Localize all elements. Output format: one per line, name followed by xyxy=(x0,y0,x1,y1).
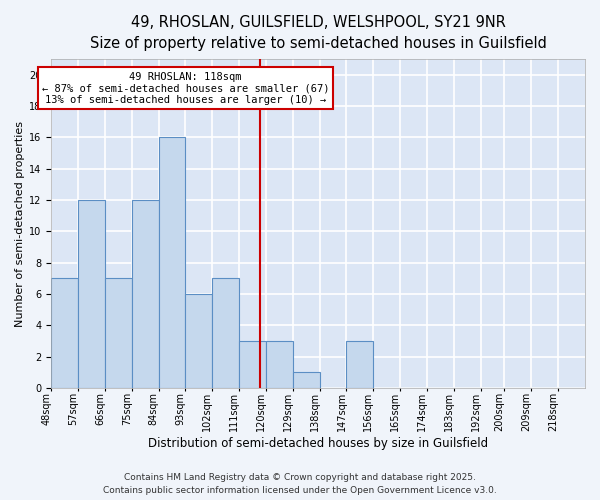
Text: 49 RHOSLAN: 118sqm
← 87% of semi-detached houses are smaller (67)
13% of semi-de: 49 RHOSLAN: 118sqm ← 87% of semi-detache… xyxy=(41,72,329,105)
Bar xyxy=(346,341,373,388)
Bar xyxy=(266,341,293,388)
Bar xyxy=(132,200,158,388)
Bar xyxy=(51,278,78,388)
Bar xyxy=(185,294,212,388)
Bar xyxy=(158,138,185,388)
X-axis label: Distribution of semi-detached houses by size in Guilsfield: Distribution of semi-detached houses by … xyxy=(148,437,488,450)
Bar xyxy=(239,341,266,388)
Title: 49, RHOSLAN, GUILSFIELD, WELSHPOOL, SY21 9NR
Size of property relative to semi-d: 49, RHOSLAN, GUILSFIELD, WELSHPOOL, SY21… xyxy=(89,15,547,51)
Text: Contains HM Land Registry data © Crown copyright and database right 2025.
Contai: Contains HM Land Registry data © Crown c… xyxy=(103,474,497,495)
Y-axis label: Number of semi-detached properties: Number of semi-detached properties xyxy=(15,120,25,326)
Bar xyxy=(293,372,320,388)
Bar xyxy=(78,200,105,388)
Bar xyxy=(105,278,132,388)
Bar xyxy=(212,278,239,388)
